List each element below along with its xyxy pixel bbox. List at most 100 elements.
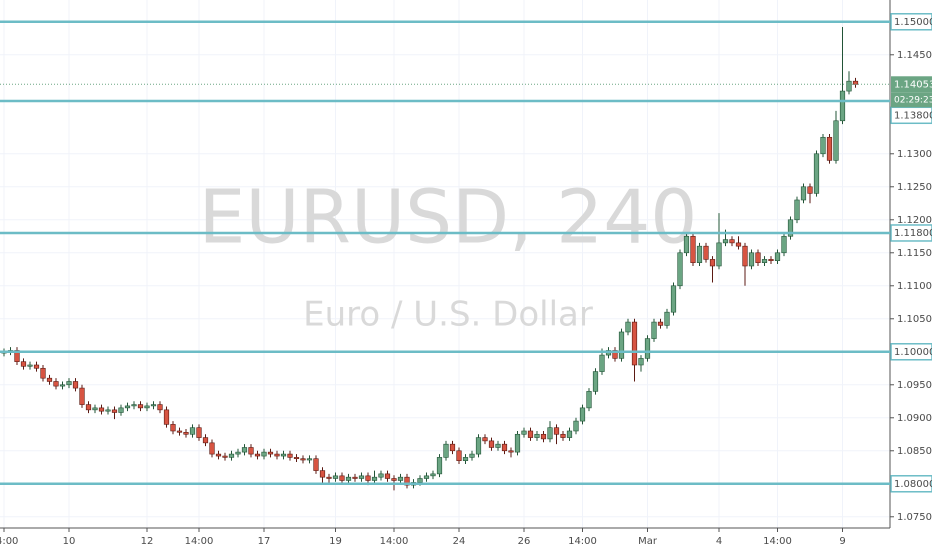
candle-body — [742, 245, 748, 267]
y-tick-label: 1.12500 — [897, 182, 932, 193]
candle-body — [618, 331, 625, 359]
x-tick-label: 4 — [716, 536, 722, 547]
candle-body — [846, 80, 852, 92]
candle-body — [683, 235, 690, 254]
candle-body — [157, 404, 163, 411]
candle-body — [235, 451, 241, 455]
candle-body — [339, 475, 345, 481]
level-label-box — [890, 13, 932, 31]
candle-body — [215, 453, 222, 457]
candle-body — [436, 457, 443, 475]
candle-body — [787, 219, 794, 237]
candle-body — [534, 433, 540, 438]
candle-body — [332, 475, 339, 479]
last-price-box — [891, 76, 932, 93]
candle-body — [300, 458, 306, 461]
candle-body — [391, 478, 397, 481]
candle-body — [521, 430, 527, 435]
candle-body — [547, 427, 553, 440]
candle-body — [293, 457, 300, 460]
level-label-box — [890, 343, 932, 361]
candle-body — [267, 451, 274, 455]
candle-body — [248, 447, 254, 455]
candle-body — [72, 381, 79, 389]
candle-body — [183, 431, 189, 435]
candle-body — [781, 235, 787, 254]
y-tick-label: 1.13000 — [897, 149, 932, 160]
candle-body — [202, 437, 209, 444]
candle-body — [696, 245, 703, 263]
candle-body — [735, 242, 742, 247]
candle-body — [352, 476, 358, 479]
candle-body — [540, 433, 547, 440]
x-tick-label: 10 — [63, 536, 76, 547]
x-tick-label: 14:00 — [0, 536, 18, 547]
x-tick-label: Mar — [638, 536, 658, 547]
y-tick-label: 1.10500 — [897, 314, 932, 325]
candle-body — [14, 350, 20, 362]
y-tick-label: 1.11500 — [897, 248, 932, 259]
candle-body — [66, 381, 72, 386]
candle-body — [722, 239, 729, 244]
candle-body — [586, 391, 592, 409]
candle-body — [592, 371, 599, 392]
candle-body — [456, 450, 462, 461]
candle-body — [209, 442, 215, 455]
candle-body — [59, 384, 66, 387]
candle-body — [768, 259, 774, 262]
x-tick-label: 14:00 — [380, 536, 409, 547]
candle-body — [638, 358, 644, 366]
x-tick-label: 26 — [518, 536, 531, 547]
candle-body — [774, 252, 781, 261]
y-tick-label: 1.11000 — [897, 281, 932, 292]
candle-body — [92, 407, 98, 411]
candle-body — [261, 451, 267, 457]
candle-body — [144, 405, 150, 409]
candle-body — [651, 321, 657, 339]
candle-body — [670, 285, 677, 313]
candle-body — [20, 361, 27, 367]
candle-body — [423, 475, 430, 479]
candle-body — [761, 259, 768, 263]
candle-body — [839, 90, 846, 122]
candle-body — [800, 186, 807, 201]
candle-body — [196, 427, 202, 438]
candle-body — [579, 407, 586, 422]
candle-body — [508, 450, 514, 453]
x-tick-label: 19 — [329, 536, 342, 547]
candle-body — [469, 453, 475, 458]
level-label-box — [890, 224, 932, 242]
candle-body — [488, 440, 495, 448]
candle-body — [27, 364, 33, 367]
candle-body — [677, 252, 683, 287]
last-price-label: 1.14053 — [894, 79, 932, 90]
candle-body — [449, 443, 456, 452]
candle-body — [170, 424, 176, 432]
candle-body — [384, 473, 391, 479]
candle-body — [287, 453, 293, 458]
x-tick-label: 14:00 — [185, 536, 214, 547]
candle-body — [274, 453, 280, 457]
y-tick-label: 1.08500 — [897, 446, 932, 457]
candle-body — [599, 354, 605, 372]
level-label: 1.13800 — [894, 110, 932, 121]
watermark-subtitle: Euro / U.S. Dollar — [303, 295, 593, 335]
candle-body — [703, 245, 709, 260]
candle-body — [46, 377, 53, 382]
candle-body — [105, 409, 111, 412]
candle-body — [833, 120, 839, 161]
candle-body — [417, 478, 423, 483]
candle-body — [33, 364, 40, 369]
candle-body — [553, 427, 560, 435]
candle-body — [53, 381, 59, 387]
candle-body — [495, 443, 501, 448]
countdown-label: 02:29:23 — [894, 95, 932, 105]
level-label: 1.08000 — [894, 479, 932, 490]
candle-body — [430, 473, 436, 477]
candle-body — [690, 235, 696, 263]
candle-body — [371, 476, 378, 481]
candle-body — [482, 437, 488, 442]
candle-body — [514, 433, 521, 453]
candle-body — [813, 153, 820, 194]
candle-body — [807, 186, 813, 194]
